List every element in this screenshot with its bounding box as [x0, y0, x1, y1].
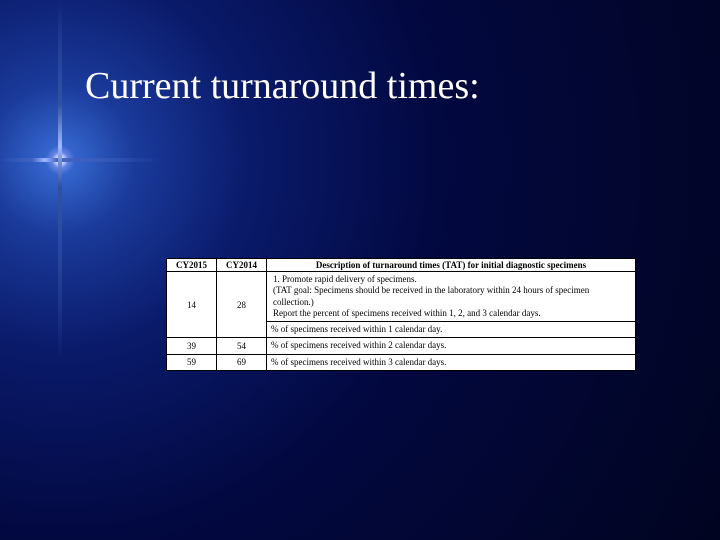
cell-desc-1: % of specimens received within 2 calenda… [267, 338, 636, 354]
lens-flare-decoration [45, 145, 75, 175]
slide-title: Current turnaround times: [85, 64, 480, 108]
turnaround-table: CY2015 CY2014 Description of turnaround … [166, 258, 636, 371]
table-header-row: CY2015 CY2014 Description of turnaround … [167, 259, 636, 272]
header-cy2014: CY2014 [217, 259, 267, 272]
cell-cy2015-1: 39 [167, 338, 217, 354]
header-description: Description of turnaround times (TAT) fo… [267, 259, 636, 272]
table-row: 39 54 % of specimens received within 2 c… [167, 338, 636, 354]
cell-cy2014-1: 54 [217, 338, 267, 354]
intro-description: Promote rapid delivery of specimens. (TA… [267, 272, 636, 322]
cell-desc-2: % of specimens received within 3 calenda… [267, 354, 636, 370]
table-row: 59 69 % of specimens received within 3 c… [167, 354, 636, 370]
cell-cy2015-0: 14 [167, 272, 217, 338]
header-cy2015: CY2015 [167, 259, 217, 272]
cell-cy2015-2: 59 [167, 354, 217, 370]
table-intro-row: 14 28 Promote rapid delivery of specimen… [167, 272, 636, 322]
cell-desc-0: % of specimens received within 1 calenda… [267, 322, 636, 338]
turnaround-table-container: CY2015 CY2014 Description of turnaround … [166, 258, 636, 371]
cell-cy2014-2: 69 [217, 354, 267, 370]
intro-text: Promote rapid delivery of specimens. (TA… [273, 274, 631, 319]
cell-cy2014-0: 28 [217, 272, 267, 338]
